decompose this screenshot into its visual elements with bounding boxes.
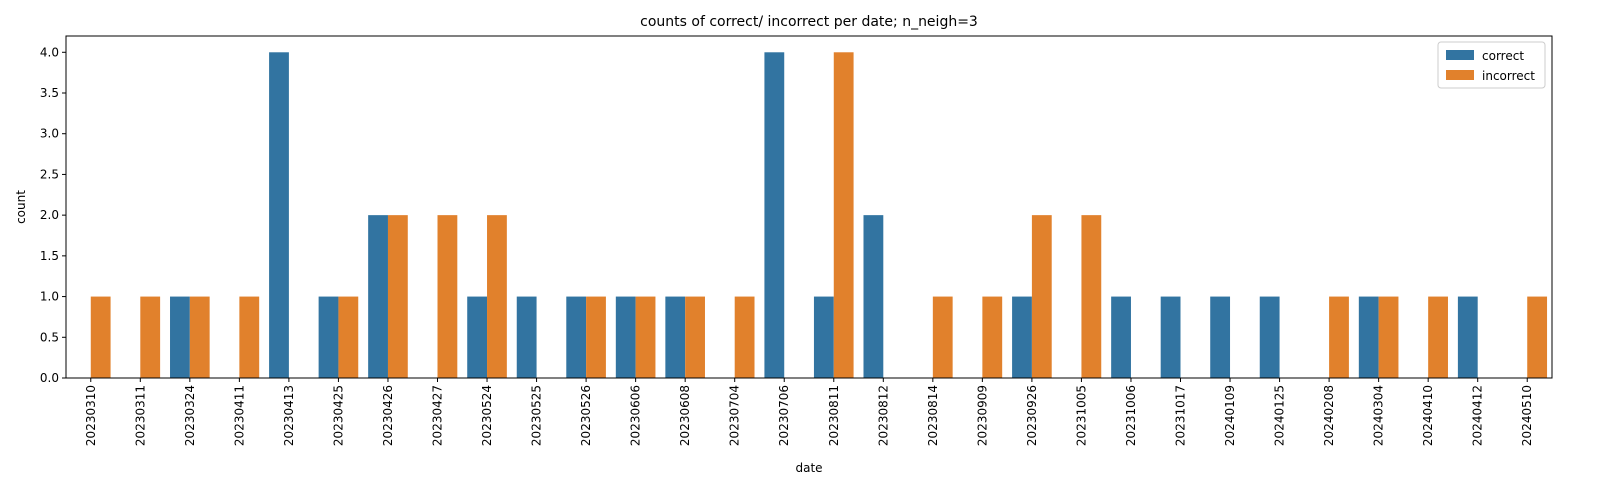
bar-incorrect-20230310 [90,296,111,378]
x-tick-label: 20230310 [84,385,98,446]
x-tick-label: 20230426 [381,385,395,446]
bar-correct-20230926 [1012,296,1032,378]
x-tick-label: 20240304 [1372,385,1386,446]
bar-incorrect-20230909 [982,296,1003,378]
y-tick-label: 3.0 [40,127,59,141]
x-tick-label: 20240412 [1471,385,1485,446]
x-axis-ticks: 20230310 20230311 20230324 20230411 20230413… [84,378,1534,446]
bar-incorrect-20230814 [932,296,953,378]
bar-correct-20230811 [813,296,834,378]
y-tick-label: 2.5 [40,167,59,181]
y-tick-label: 3.5 [40,86,59,100]
y-tick-label: 4.0 [40,45,59,59]
bars-group [90,52,1548,379]
legend-label-incorrect: incorrect [1482,69,1535,83]
bar-incorrect-20240510 [1527,296,1548,378]
x-tick-label: 20240208 [1322,385,1336,446]
bar-incorrect-20230811 [833,52,854,379]
x-tick-label: 20230413 [282,385,296,446]
bar-incorrect-20240410 [1428,296,1448,378]
x-tick-label: 20230811 [827,385,841,446]
x-tick-label: 20230411 [232,385,246,446]
x-tick-label: 20231017 [1174,385,1188,446]
x-tick-label: 20230926 [1025,385,1039,446]
x-tick-label: 20230525 [530,385,544,446]
x-tick-label: 20231005 [1074,385,1088,446]
y-tick-label: 0.0 [40,371,59,385]
x-tick-label: 20230909 [975,385,989,446]
bar-incorrect-20230427 [437,215,458,378]
bar-incorrect-20230526 [586,296,606,378]
bar-incorrect-20240304 [1378,296,1399,378]
bar-incorrect-20230524 [487,215,507,378]
x-tick-label: 20240410 [1421,385,1435,446]
bar-incorrect-20230704 [734,296,755,378]
bar-correct-20230425 [318,296,339,378]
x-tick-label: 20230606 [629,385,643,446]
bar-correct-20230606 [615,296,636,378]
y-axis-label: count [14,190,28,224]
bar-incorrect-20230425 [338,296,359,378]
bar-correct-20240412 [1457,296,1478,378]
bar-incorrect-20240208 [1329,296,1349,378]
x-tick-label: 20230608 [678,385,692,446]
bar-correct-20240125 [1259,296,1280,378]
bar-correct-20240304 [1358,296,1379,378]
x-tick-label: 20240109 [1223,385,1237,446]
bar-correct-20230706 [764,52,785,379]
chart-title: counts of correct/ incorrect per date; n… [640,14,978,30]
y-tick-label: 2.0 [40,208,59,222]
bar-correct-20230608 [665,296,686,378]
bar-incorrect-20230324 [189,296,210,378]
bar-correct-20230426 [368,215,388,378]
bar-correct-20240109 [1210,296,1231,378]
y-tick-label: 1.5 [40,249,59,263]
bar-correct-20230525 [516,296,537,378]
y-tick-label: 0.5 [40,330,59,344]
bar-incorrect-20230608 [685,296,705,378]
legend-swatch-correct [1446,50,1474,60]
x-tick-label: 20230524 [480,385,494,446]
x-tick-label: 20230427 [431,385,445,446]
legend: correct incorrect [1437,41,1546,89]
bar-incorrect-20231005 [1081,215,1102,378]
bar-incorrect-20230606 [635,296,656,378]
x-tick-label: 20230814 [926,385,940,446]
bar-correct-20230526 [566,296,587,378]
x-tick-label: 20240125 [1273,385,1287,446]
bar-correct-20230324 [170,296,190,378]
x-tick-label: 20231006 [1124,385,1138,446]
x-tick-label: 20230526 [579,385,593,446]
x-tick-label: 20240510 [1520,385,1534,446]
legend-swatch-incorrect [1446,70,1474,80]
x-tick-label: 20230812 [876,385,890,446]
y-axis-ticks: 0.0 0.5 1.0 1.5 2.0 2.5 3.0 3.5 4.0 [40,45,66,385]
bar-correct-20230524 [467,296,488,378]
bar-incorrect-20230426 [387,215,408,378]
x-tick-label: 20230425 [331,385,345,446]
plot-frame [65,35,1553,379]
bar-correct-20231017 [1160,296,1181,378]
y-tick-label: 1.0 [40,290,59,304]
x-axis-label: date [795,461,822,475]
x-tick-label: 20230311 [133,385,147,446]
bar-incorrect-20230311 [140,296,161,378]
bar-incorrect-20230411 [239,296,260,378]
x-tick-label: 20230704 [728,385,742,446]
bar-correct-20231006 [1111,296,1131,378]
bar-incorrect-20230926 [1031,215,1052,378]
bar-correct-20230413 [269,52,289,379]
x-tick-label: 20230706 [777,385,791,446]
legend-label-correct: correct [1482,49,1524,63]
x-tick-label: 20230324 [183,385,197,446]
bar-correct-20230812 [863,215,884,378]
